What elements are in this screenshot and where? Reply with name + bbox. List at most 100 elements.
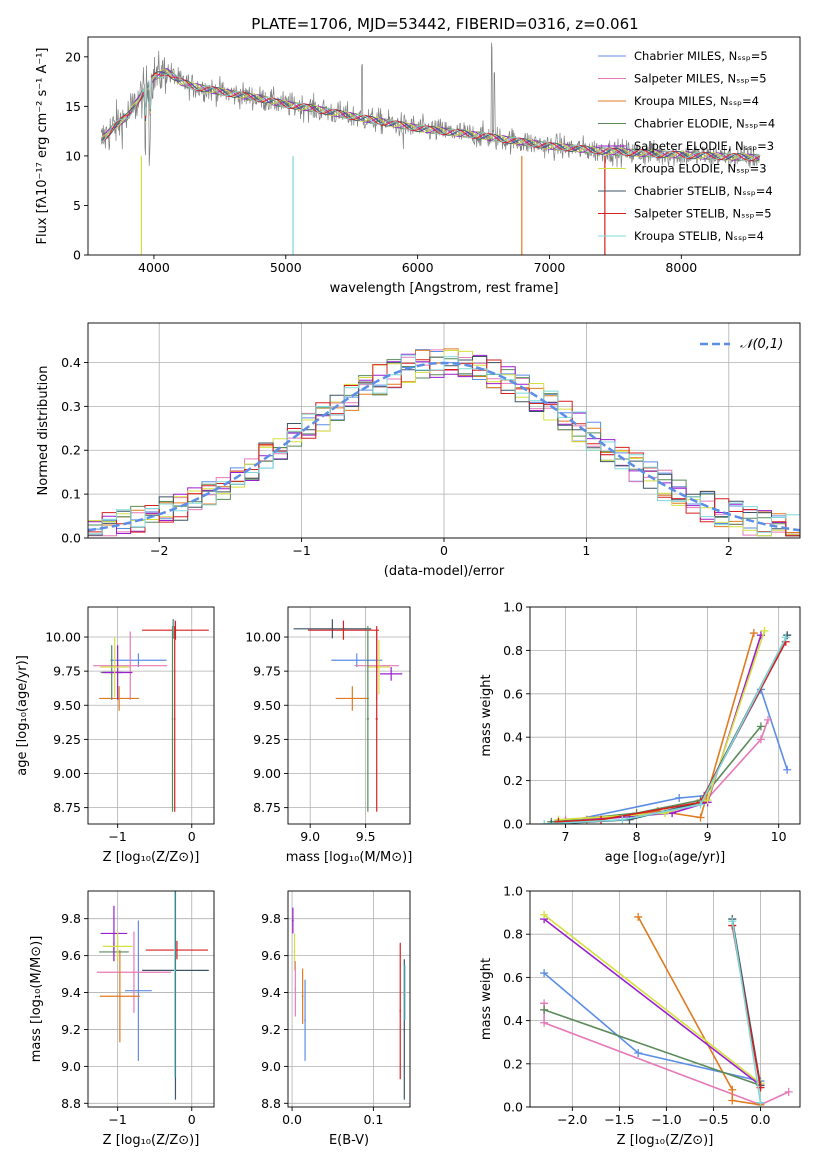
axes-frame: [529, 890, 801, 1108]
plot-area: [293, 619, 403, 812]
weight-line-salpeter_elodie: [543, 918, 761, 1087]
y-tick-label: 8.75: [53, 800, 81, 815]
x-axis-label: mass [log₁₀(M/M⊙)]: [286, 850, 413, 865]
axes-mass-vs-z: −1 0 8.8 9.0 9.2 9.4 9.6 9.8 Z [log₁₀(Z/Z⊙)] mass…: [29, 890, 215, 1148]
y-axis-label: mass weight: [479, 674, 494, 756]
weight-marker-kroupa_miles: [696, 813, 705, 822]
weight-marker-chabrier_elodie: [756, 722, 765, 731]
y-axis-label: age [log₁₀(age/yr)]: [15, 655, 30, 776]
x-axis-label: (data-model)/error: [384, 564, 505, 579]
legend-label: Salpeter ELODIE, Nₛₛₚ=3: [634, 139, 774, 153]
y-tick-label: 9.00: [53, 766, 81, 781]
plot-area: [88, 348, 800, 537]
weight-marker-salpeter_stelib: [554, 817, 563, 824]
weight-marker-salpeter_miles: [540, 1018, 549, 1027]
y-tick-label: 0.6: [503, 970, 523, 985]
y-tick-label: 0.4: [503, 730, 523, 745]
legend-label: Chabrier MILES, Nₛₛₚ=5: [634, 49, 768, 63]
y-tick-label: 0.8: [503, 927, 523, 942]
y-tick-label: 20: [65, 49, 81, 64]
y-axis-label: Normed distribution: [36, 366, 51, 496]
y-tick-label: 0.2: [61, 443, 81, 458]
y-tick-label: 0.6: [503, 686, 523, 701]
axes-frame: [87, 606, 215, 825]
y-axis-label: mass [log₁₀(M/M⊙)]: [29, 936, 44, 1063]
weight-marker-chabrier_elodie: [540, 1005, 549, 1014]
weight-marker-kroupa_stelib: [756, 1098, 765, 1107]
x-tick-label: 1: [582, 543, 590, 558]
x-tick-label: 7000: [534, 260, 566, 275]
y-tick-label: 0.2: [503, 1056, 523, 1071]
axes-frame: [287, 890, 411, 1108]
legend: Chabrier MILES, Nₛₛₚ=5 Salpeter MILES, Nₛ…: [598, 49, 775, 243]
x-tick-label: 0: [440, 543, 448, 558]
weight-marker-kroupa_stelib: [618, 815, 627, 824]
x-axis-label: age [log₁₀(age/yr)]: [605, 850, 726, 865]
y-tick-label: 0: [73, 248, 81, 263]
y-tick-label: 9.2: [261, 1022, 281, 1037]
y-tick-label: 0.3: [61, 399, 81, 414]
plot-area: [96, 891, 209, 1100]
y-tick-label: 9.6: [61, 948, 81, 963]
weight-marker-kroupa_miles: [728, 1096, 737, 1105]
x-tick-label: −2: [150, 543, 168, 558]
y-axis-label: mass weight: [479, 958, 494, 1040]
legend-label: Kroupa MILES, Nₛₛₚ=4: [634, 94, 759, 108]
y-tick-label: 9.6: [261, 948, 281, 963]
axes-frame: [87, 36, 801, 256]
axes-spectrum: 4000 5000 6000 7000 8000 0 5 10 15 20 wavelength […: [35, 36, 801, 296]
x-tick-label: 9: [704, 829, 712, 844]
weight-marker-salpeter_miles: [756, 735, 765, 744]
x-tick-label: 0: [188, 1112, 196, 1127]
x-axis-label: wavelength [Angstrom, rest frame]: [330, 281, 559, 296]
legend-label: Salpeter MILES, Nₛₛₚ=5: [634, 72, 767, 86]
weight-line-kroupa_elodie: [558, 630, 766, 821]
axes-frame: [287, 606, 411, 825]
plot-area: [100, 42, 761, 255]
y-tick-label: 9.0: [61, 1059, 81, 1074]
y-tick-label: 9.8: [61, 911, 81, 926]
weight-line-chabrier_miles: [543, 972, 761, 1082]
y-tick-label: 9.8: [261, 911, 281, 926]
plot-area: [292, 907, 406, 1100]
weight-line-kroupa_elodie: [543, 914, 761, 1084]
x-tick-label: −2.0: [557, 1112, 587, 1127]
x-tick-label: 8: [633, 829, 641, 844]
x-axis-label: Z [log₁₀(Z/Z⊙)]: [103, 1133, 200, 1148]
weight-line-kroupa_miles: [586, 632, 755, 821]
x-tick-label: 0: [188, 829, 196, 844]
weight-line-chabrier_elodie: [543, 1009, 761, 1087]
axes-frame: [529, 606, 801, 825]
y-tick-label: 0.8: [503, 643, 523, 658]
legend-label: Kroupa ELODIE, Nₛₛₚ=3: [634, 162, 767, 176]
x-axis-label: Z [log₁₀(Z/Z⊙)]: [617, 1133, 714, 1148]
y-tick-label: 8.75: [253, 800, 281, 815]
y-tick-label: 0.0: [503, 1100, 523, 1115]
y-tick-label: 10.00: [245, 630, 281, 645]
y-tick-label: 9.75: [53, 664, 81, 679]
y-tick-label: 8.8: [261, 1096, 281, 1111]
y-tick-label: 10: [65, 148, 81, 163]
y-tick-label: 1.0: [503, 884, 523, 899]
y-tick-label: 9.00: [253, 766, 281, 781]
y-tick-label: 9.0: [261, 1059, 281, 1074]
legend-label: Salpeter STELIB, Nₛₛₚ=5: [634, 207, 772, 221]
plot-area: [540, 626, 792, 824]
x-tick-label: −1: [292, 543, 310, 558]
x-tick-label: 0.0: [282, 1112, 302, 1127]
x-tick-label: 2: [725, 543, 733, 558]
histogram-salpeter_elodie: [88, 353, 800, 535]
weight-marker-chabrier_miles: [675, 793, 684, 802]
gaussian-curve: [88, 361, 800, 532]
axes-frame: [87, 890, 215, 1108]
legend-label: Kroupa STELIB, Nₛₛₚ=4: [634, 229, 764, 243]
weight-marker-kroupa_miles: [634, 912, 643, 921]
weight-line-chabrier_miles: [565, 687, 788, 823]
weight-line-kroupa_stelib: [731, 921, 762, 1103]
x-tick-label: 6000: [402, 260, 434, 275]
axes-age-vs-mass: 9.0 9.5 8.75 9.00 9.25 9.50 9.75 10.00 mass [log…: [245, 606, 413, 865]
weight-marker-salpeter_miles: [784, 1087, 793, 1096]
x-tick-label: 9.0: [300, 829, 320, 844]
y-tick-label: 15: [65, 99, 81, 114]
